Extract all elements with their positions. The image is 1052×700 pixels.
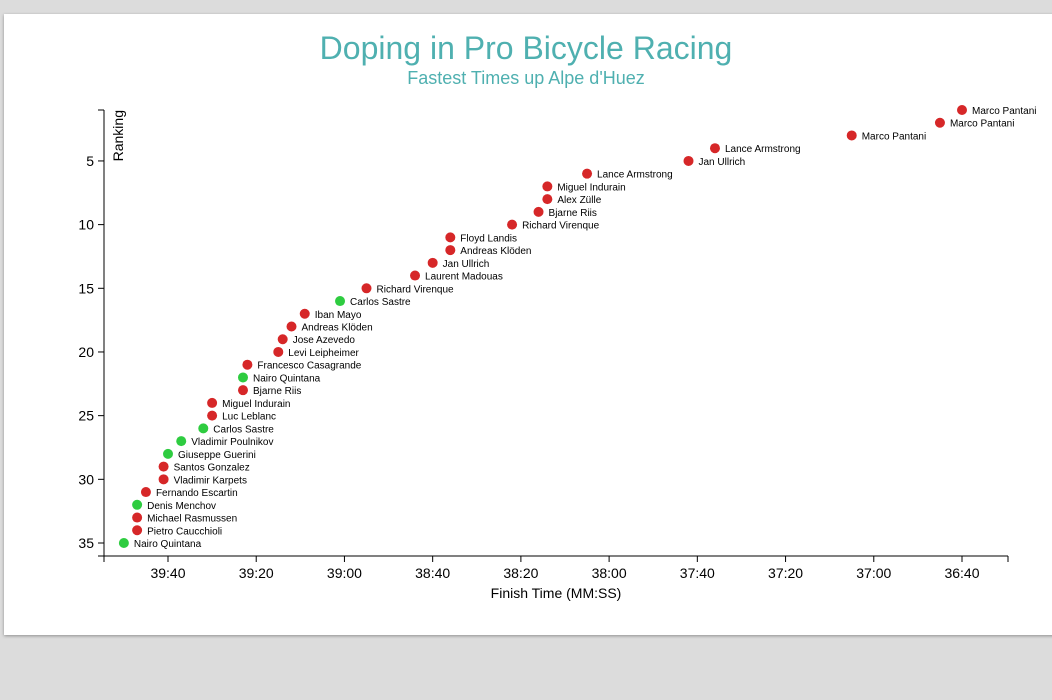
data-point (427, 257, 438, 268)
data-point (237, 385, 248, 396)
data-point (507, 219, 518, 230)
chart-card (4, 14, 1052, 635)
data-point (846, 130, 857, 141)
data-point (542, 194, 553, 205)
y-axis-label: Ranking (110, 110, 126, 161)
data-point-label: Michael Rasmussen (147, 514, 237, 525)
data-point (273, 346, 284, 357)
data-point (410, 270, 421, 281)
x-tick-label: 37:00 (856, 565, 891, 581)
data-point (286, 321, 297, 332)
y-tick-label: 15 (78, 280, 94, 296)
x-tick-label: 38:40 (415, 565, 450, 581)
x-tick-label: 39:00 (327, 565, 362, 581)
x-tick-label: 36:40 (944, 565, 979, 581)
data-point-label: Pietro Caucchioli (147, 526, 222, 537)
data-point (158, 474, 169, 485)
data-point (445, 245, 456, 256)
data-point-label: Richard Virenque (522, 221, 600, 232)
data-point-label: Fernando Escartin (156, 488, 238, 499)
data-point (207, 410, 218, 421)
data-point-label: Jan Ullrich (699, 157, 746, 168)
data-point (361, 283, 372, 294)
data-point (299, 308, 310, 319)
data-point-label: Marco Pantani (950, 119, 1014, 130)
data-point-label: Lance Armstrong (597, 170, 673, 181)
data-point-label: Carlos Sastre (350, 297, 411, 308)
y-tick-label: 35 (78, 535, 94, 551)
x-axis-label: Finish Time (MM:SS) (491, 585, 622, 601)
data-point-label: Lance Armstrong (725, 144, 801, 155)
data-point-label: Alex Zülle (557, 195, 601, 206)
data-point (158, 461, 169, 472)
data-point-label: Marco Pantani (862, 131, 926, 142)
data-point-label: Jan Ullrich (443, 259, 490, 270)
data-point-label: Vladimir Karpets (174, 475, 247, 486)
data-point (118, 538, 129, 548)
x-tick-label: 38:00 (592, 565, 627, 581)
data-point-label: Luc Leblanc (222, 412, 276, 423)
data-point (445, 232, 456, 243)
data-point (176, 436, 187, 447)
data-point (542, 181, 553, 192)
y-tick-label: 5 (86, 153, 94, 169)
data-point-label: Andreas Klöden (302, 323, 373, 334)
data-point-label: Denis Menchov (147, 501, 216, 512)
y-tick-label: 30 (78, 471, 94, 487)
data-point-label: Jose Azevedo (293, 335, 356, 346)
x-tick-label: 37:40 (680, 565, 715, 581)
data-point-label: Nairo Quintana (253, 373, 321, 384)
data-point (237, 372, 248, 383)
data-point (957, 105, 967, 115)
data-point-label: Nairo Quintana (134, 539, 202, 550)
data-point-label: Vladimir Poulnikov (191, 437, 273, 448)
chart-subtitle: Fastest Times up Alpe d'Huez (407, 68, 645, 88)
data-point-label: Marco Pantani (972, 106, 1036, 117)
data-point-label: Santos Gonzalez (174, 463, 250, 474)
data-point-label: Laurent Madouas (425, 272, 503, 283)
data-point (140, 487, 151, 498)
data-point (207, 397, 218, 408)
x-tick-label: 37:20 (768, 565, 803, 581)
data-point (934, 117, 945, 128)
y-tick-label: 25 (78, 408, 94, 424)
data-point (582, 168, 593, 179)
data-point-label: Carlos Sastre (213, 424, 274, 435)
data-point-label: Iban Mayo (315, 310, 362, 321)
data-point (335, 296, 346, 307)
x-tick-label: 39:40 (150, 565, 185, 581)
x-tick-label: 38:20 (503, 565, 538, 581)
data-point (132, 499, 143, 510)
data-point-label: Miguel Indurain (557, 182, 625, 193)
data-point-label: Bjarne Riis (253, 386, 301, 397)
data-point-label: Levi Leipheimer (288, 348, 359, 359)
data-point (683, 155, 694, 166)
data-point-label: Francesco Casagrande (257, 361, 361, 372)
y-tick-label: 20 (78, 344, 94, 360)
data-point (132, 512, 143, 523)
data-point (242, 359, 253, 370)
data-point-label: Floyd Landis (460, 233, 517, 244)
data-point-label: Bjarne Riis (549, 208, 597, 219)
data-point-label: Miguel Indurain (222, 399, 290, 410)
data-point-label: Andreas Klöden (460, 246, 531, 257)
data-point (533, 206, 544, 217)
data-point (277, 334, 288, 345)
x-tick-label: 39:20 (239, 565, 274, 581)
data-point (163, 448, 173, 459)
chart-title: Doping in Pro Bicycle Racing (319, 30, 733, 66)
data-point (132, 525, 143, 536)
y-tick-label: 10 (78, 217, 94, 233)
data-point (198, 423, 209, 434)
data-point-label: Richard Virenque (377, 284, 455, 295)
data-point-label: Giuseppe Guerini (178, 450, 256, 461)
data-point (709, 143, 720, 154)
